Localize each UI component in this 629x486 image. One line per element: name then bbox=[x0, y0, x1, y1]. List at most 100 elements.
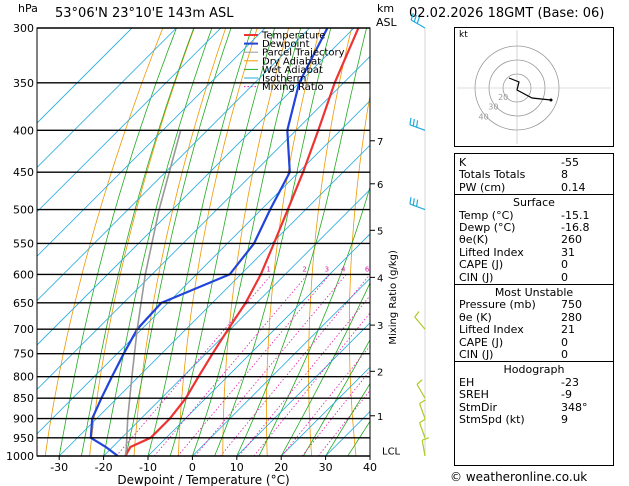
copyright-footer: © weatheronline.co.uk bbox=[450, 470, 588, 484]
index-value: 21 bbox=[561, 323, 575, 337]
wet-adiabat-line bbox=[147, 28, 253, 456]
pressure-tick-label: 600 bbox=[13, 268, 34, 281]
index-key: EH bbox=[459, 375, 475, 389]
index-value: 9 bbox=[561, 413, 568, 426]
mixing-ratio-line bbox=[281, 345, 370, 456]
wet-adiabat-line bbox=[125, 28, 232, 456]
isotherm-line bbox=[37, 28, 355, 346]
index-value: -55 bbox=[561, 156, 579, 169]
index-row: Lifted Index 31 bbox=[455, 246, 613, 259]
wind-barb-staff bbox=[416, 384, 426, 399]
km-tick-label: 1 bbox=[377, 412, 383, 423]
index-key: Temp (°C) bbox=[459, 208, 514, 222]
wind-barb-staff bbox=[410, 19, 426, 29]
pressure-tick-label: 800 bbox=[13, 371, 34, 384]
index-value: -9 bbox=[561, 388, 572, 402]
isotherm-line bbox=[37, 100, 370, 435]
hodograph-section-title: Hodograph bbox=[503, 363, 565, 377]
dry-adiabat-line bbox=[348, 93, 370, 456]
index-value: 0 bbox=[561, 348, 568, 361]
index-key: CAPE (J) bbox=[459, 258, 504, 272]
mixing-ratio-label: 2 bbox=[302, 265, 306, 273]
wet-adiabat-line bbox=[58, 28, 177, 456]
pressure-tick-label: 300 bbox=[13, 22, 34, 35]
mixing-ratio-label: 6 bbox=[365, 265, 370, 273]
index-key: K bbox=[459, 156, 467, 169]
wind-barb-flag bbox=[421, 437, 429, 441]
index-key: Pressure (mb) bbox=[459, 298, 536, 312]
isotherm-line bbox=[236, 322, 370, 456]
surface-section-title: Surface bbox=[513, 196, 555, 210]
isotherm-line bbox=[103, 189, 370, 456]
index-key: Totals Totals bbox=[459, 168, 526, 182]
hodograph-ring-label: 40 bbox=[479, 112, 489, 121]
index-key: CIN (J) bbox=[459, 348, 494, 361]
indices-panel: K -55 Totals Totals 8 PW (cm) 0.14 Surface Temp… bbox=[454, 153, 614, 466]
wind-barb-flag bbox=[409, 117, 412, 125]
location-title: 53°06'N 23°10'E 143m ASL bbox=[55, 6, 234, 21]
index-row: CAPE (J) 0 bbox=[455, 258, 613, 271]
mixing-ratio-line bbox=[177, 274, 331, 456]
wind-barb-flag bbox=[416, 16, 421, 24]
temp-tick-label: 10 bbox=[230, 461, 244, 474]
wind-barb-flag bbox=[409, 197, 412, 205]
isotherm-line bbox=[192, 277, 370, 456]
index-value: 348° bbox=[561, 400, 588, 414]
pressure-tick-label: 850 bbox=[13, 392, 34, 405]
mixing-ratio-line bbox=[301, 369, 370, 456]
index-value: 31 bbox=[561, 245, 575, 259]
hodograph-trace bbox=[508, 77, 552, 101]
index-row: K -55 bbox=[455, 156, 613, 169]
temp-tick-label: 40 bbox=[363, 461, 377, 474]
index-row: Pressure (mb) 750 bbox=[455, 298, 613, 311]
legend-label-dry-adiabat: Dry Adiabat bbox=[262, 56, 321, 67]
mixing-ratio-line bbox=[194, 274, 347, 456]
wind-barb-flag bbox=[419, 399, 426, 405]
wind-barb-flag bbox=[412, 118, 415, 127]
pressure-tick-label: 750 bbox=[13, 348, 34, 361]
wind-barb-flag bbox=[415, 199, 419, 207]
mixing-ratio-line bbox=[220, 274, 370, 456]
mixing-ratio-label: 8 bbox=[382, 265, 386, 273]
index-row: θe (K) 280 bbox=[455, 311, 613, 324]
temp-tick-label: -20 bbox=[95, 461, 113, 474]
index-row: Temp (°C) -15.1 bbox=[455, 209, 613, 222]
pressure-tick-label: 900 bbox=[13, 413, 34, 426]
legend-label-parcel-trajectory: Parcel Trajectory bbox=[262, 48, 345, 59]
isotherm-line bbox=[37, 28, 133, 124]
index-row: CIN (J) 0 bbox=[455, 348, 613, 361]
wet-adiabat-line bbox=[325, 382, 370, 456]
dry-adiabat-line bbox=[427, 28, 446, 456]
x-axis-title: Dewpoint / Temperature (°C) bbox=[117, 473, 289, 486]
pressure-unit-label: hPa bbox=[18, 2, 38, 15]
pressure-tick-label: 650 bbox=[13, 297, 34, 310]
isotherm-line bbox=[37, 28, 177, 168]
wet-adiabat-line bbox=[103, 28, 213, 456]
wind-barb-flag bbox=[415, 120, 419, 128]
index-key: SREH bbox=[459, 388, 489, 402]
height-unit-asl: ASL bbox=[376, 16, 397, 29]
datetime-title: 02.02.2026 18GMT (Base: 06) bbox=[409, 6, 605, 21]
pressure-tick-label: 500 bbox=[13, 204, 34, 217]
wind-barb-staff bbox=[421, 440, 426, 457]
wind-barb-staff bbox=[414, 316, 426, 330]
wind-barb-staff bbox=[418, 422, 426, 438]
legend-label-mixing-ratio: Mixing Ratio bbox=[262, 82, 324, 93]
pressure-tick-label: 400 bbox=[13, 124, 34, 137]
isotherm-line bbox=[37, 28, 266, 257]
wet-adiabat-line bbox=[169, 28, 276, 456]
wind-barb-staff bbox=[409, 203, 426, 211]
index-row: StmDir 348° bbox=[455, 401, 613, 414]
temp-tick-label: 30 bbox=[319, 461, 333, 474]
mixing-ratio-label: 20 bbox=[440, 265, 449, 273]
wind-barb-flag bbox=[410, 13, 414, 21]
temp-tick-label: -30 bbox=[50, 461, 68, 474]
index-row: Totals Totals 8 bbox=[455, 168, 613, 181]
dewpoint-line bbox=[89, 28, 329, 456]
index-row: EH -23 bbox=[455, 376, 613, 389]
legend-label-dewpoint: Dewpoint bbox=[262, 39, 310, 50]
wind-barb-staff bbox=[418, 403, 426, 419]
index-row: Dewp (°C) -16.8 bbox=[455, 221, 613, 234]
